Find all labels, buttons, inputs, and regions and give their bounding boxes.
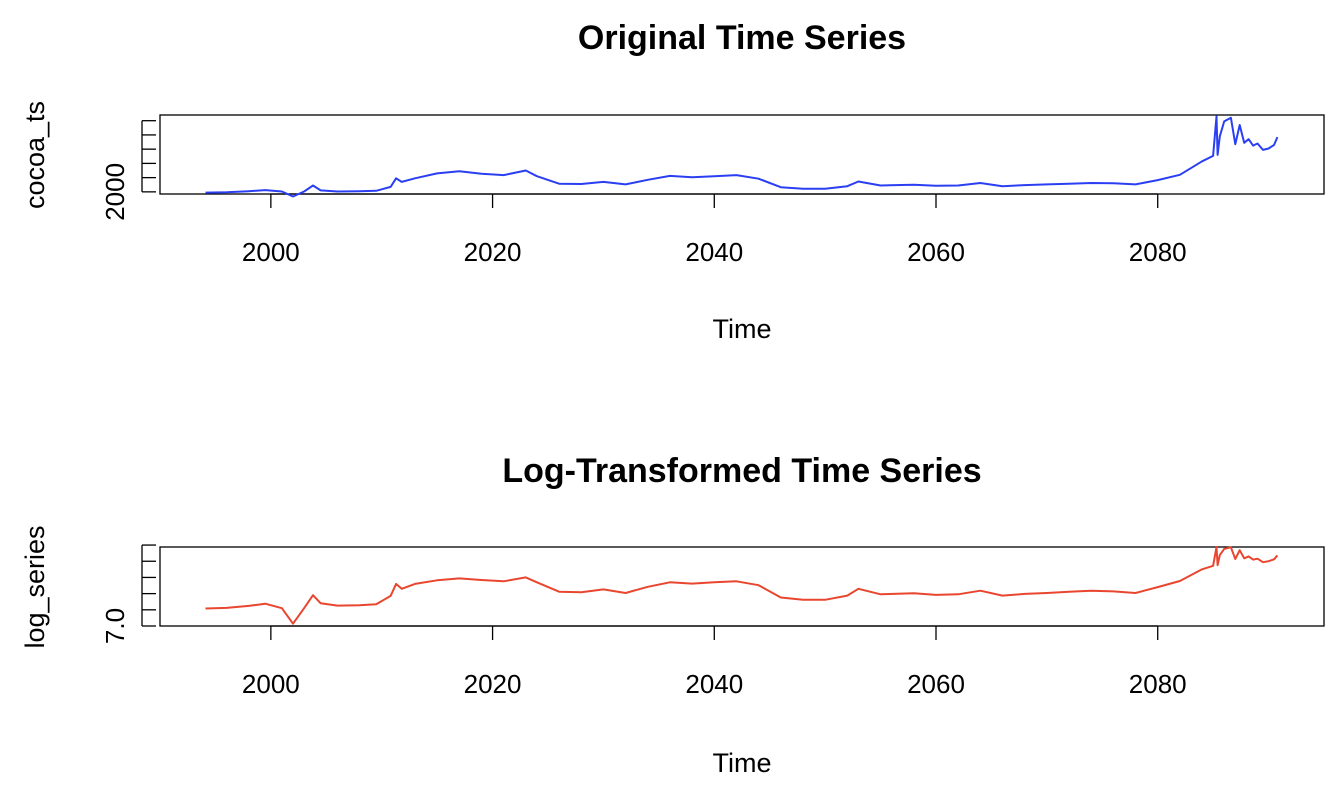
x-tick-label: 2020 — [464, 237, 522, 267]
x-tick-label: 2000 — [242, 669, 300, 699]
panel-log: Log-Transformed Time Series Time log_ser… — [20, 452, 1325, 778]
y-axis: 7.0 — [100, 544, 156, 644]
y-axis-label: cocoa_ts — [20, 101, 50, 209]
x-tick-label: 2020 — [464, 669, 522, 699]
series-line — [205, 546, 1279, 625]
y-axis: 2000 — [100, 120, 156, 221]
x-tick-label: 2040 — [685, 237, 743, 267]
y-tick-label: 2000 — [100, 163, 130, 221]
series-lines — [205, 115, 1279, 198]
x-tick-label: 2040 — [685, 669, 743, 699]
x-tick-label: 2080 — [1129, 237, 1187, 267]
x-axis: 2000 2020 2040 2060 2080 — [242, 625, 1187, 699]
chart-title: Original Time Series — [578, 19, 906, 57]
panel-original: Original Time Series Time cocoa_ts 2000 2… — [20, 19, 1325, 344]
x-axis-label: Time — [713, 314, 772, 344]
x-axis: 2000 2020 2040 2060 2080 — [242, 193, 1187, 267]
y-axis-label: log_series — [20, 525, 50, 648]
series-line — [205, 115, 1279, 198]
chart-title: Log-Transformed Time Series — [502, 452, 981, 490]
x-axis-label: Time — [713, 748, 772, 778]
series-lines — [205, 546, 1279, 625]
x-tick-label: 2060 — [907, 237, 965, 267]
x-tick-label: 2000 — [242, 237, 300, 267]
x-tick-label: 2060 — [907, 669, 965, 699]
x-tick-label: 2080 — [1129, 669, 1187, 699]
plot-box — [159, 546, 1325, 627]
y-tick-label: 7.0 — [100, 608, 130, 644]
